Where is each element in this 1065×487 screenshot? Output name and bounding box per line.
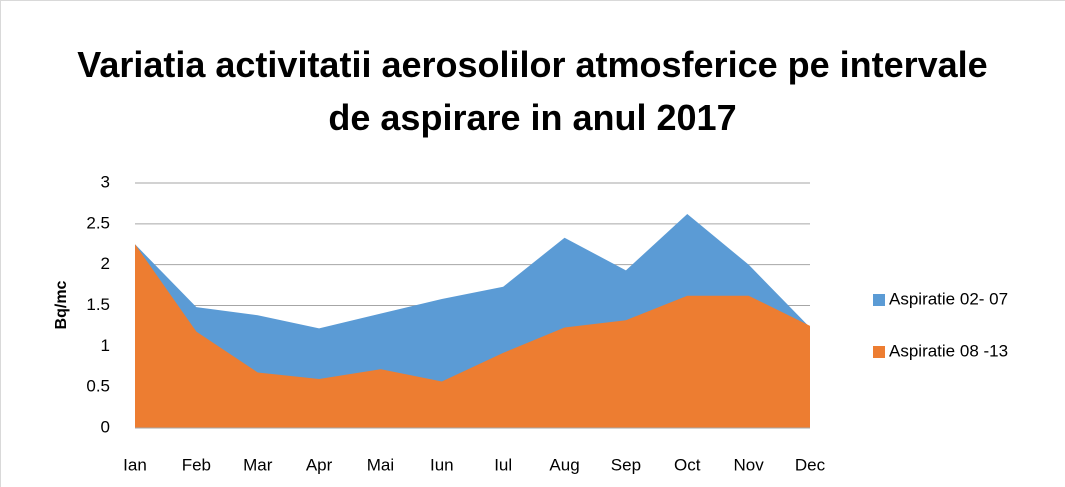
x-tick-label: Mar xyxy=(243,455,273,474)
y-tick-label: 1.5 xyxy=(86,295,110,314)
x-tick-label: Dec xyxy=(795,455,826,474)
x-tick-label: Aug xyxy=(549,455,579,474)
x-tick-label: Sep xyxy=(611,455,641,474)
y-tick-label: 2.5 xyxy=(86,213,110,232)
area xyxy=(135,244,810,428)
y-tick-label: 2 xyxy=(101,254,110,273)
y-tick-label: 1 xyxy=(101,336,110,355)
y-axis-label: Bq/mc xyxy=(53,280,70,329)
x-tick-label: Apr xyxy=(306,455,333,474)
x-tick-label: Nov xyxy=(734,455,765,474)
x-tick-label: Iul xyxy=(494,455,512,474)
y-tick-label: 3 xyxy=(101,172,110,191)
legend-label: Aspiratie 02- 07 xyxy=(889,289,1008,308)
y-tick-label: 0 xyxy=(101,417,110,436)
chart-title: Variatia activitatii aerosolilor atmosfe… xyxy=(77,44,988,138)
legend-swatch xyxy=(873,346,885,358)
x-tick-label: Mai xyxy=(367,455,394,474)
x-tick-label: Oct xyxy=(674,455,701,474)
x-tick-label: Iun xyxy=(430,455,454,474)
legend-label: Aspiratie 08 -13 xyxy=(889,341,1008,360)
x-tick-label: Ian xyxy=(123,455,147,474)
legend-swatch xyxy=(873,294,885,306)
x-tick-label: Feb xyxy=(182,455,211,474)
y-tick-label: 0.5 xyxy=(86,377,110,396)
